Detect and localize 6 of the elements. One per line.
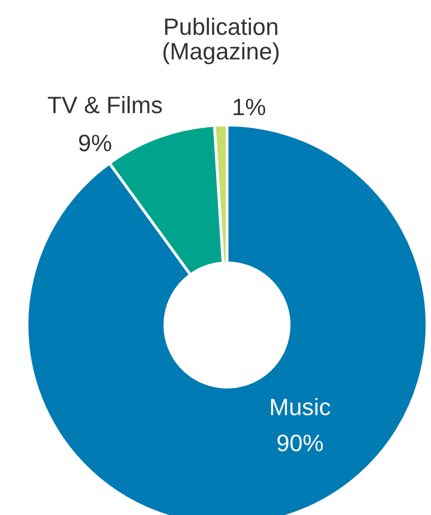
slice-label: TV & Films xyxy=(48,96,162,114)
data-label: 9% xyxy=(79,134,112,152)
slice-label: Publication (Magazine) xyxy=(163,18,279,64)
data-label: 1% xyxy=(234,98,266,116)
slice-label: Music xyxy=(271,398,330,416)
data-label: 90% xyxy=(277,434,323,452)
